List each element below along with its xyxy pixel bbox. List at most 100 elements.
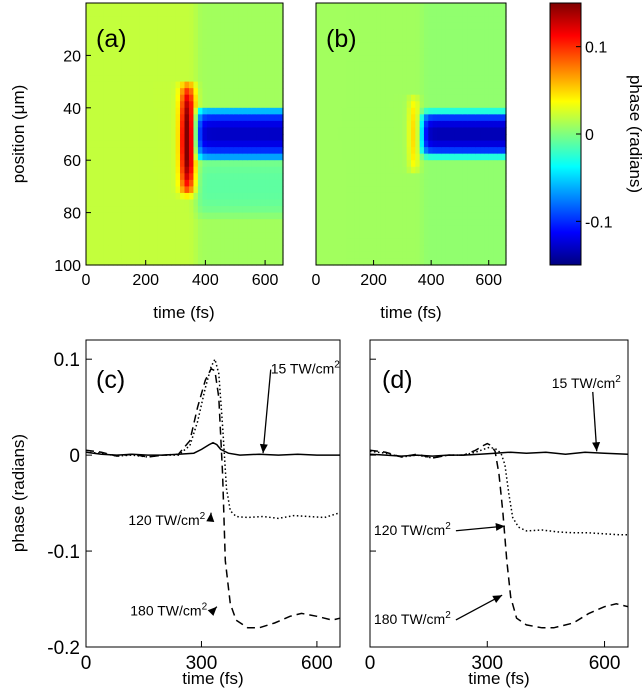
- heatmap-cell: [224, 251, 230, 260]
- heatmap-cell: [139, 55, 145, 63]
- heatmap-cell: [86, 245, 92, 253]
- heatmap-cell: [419, 68, 425, 76]
- heatmap-cell: [220, 35, 226, 43]
- heatmap-cell: [423, 9, 429, 17]
- heatmap-cell: [99, 35, 105, 43]
- heatmap-cell: [480, 160, 486, 168]
- heatmap-cell: [480, 251, 486, 260]
- heatmap-cell: [350, 127, 356, 135]
- heatmap-cell: [188, 35, 195, 43]
- heatmap-cell: [419, 192, 425, 201]
- heatmap-cell: [175, 212, 181, 220]
- heatmap-cell: [402, 245, 408, 253]
- heatmap-cell: [462, 75, 468, 83]
- panel-label: (b): [326, 25, 357, 53]
- heatmap-cell: [126, 81, 132, 89]
- heatmap-cell: [171, 114, 177, 122]
- heatmap-cell: [458, 75, 464, 83]
- heatmap-cell: [354, 225, 360, 233]
- heatmap-cell: [269, 251, 275, 260]
- colorbar-tick-label: -0.1: [585, 214, 613, 231]
- heatmap-cell: [484, 3, 490, 11]
- heatmap-cell: [166, 251, 172, 260]
- heatmap-cell: [256, 238, 262, 246]
- heatmap-cell: [393, 101, 399, 109]
- heatmap-cell: [415, 173, 421, 181]
- heatmap-cell: [224, 55, 230, 63]
- colorbar-ticks: 0.10-0.1: [576, 40, 613, 231]
- heatmap-cell: [238, 107, 244, 115]
- heatmap-cell: [103, 219, 109, 227]
- heatmap-cell: [341, 160, 347, 168]
- heatmap-cell: [320, 9, 326, 17]
- heatmap-cell: [256, 166, 262, 174]
- heatmap-cell: [193, 186, 199, 194]
- heatmap-cell: [493, 225, 498, 233]
- heatmap-cell: [316, 22, 321, 30]
- heatmap-cell: [428, 61, 434, 70]
- heatmap-cell: [108, 140, 114, 148]
- heatmap-cell: [423, 68, 429, 76]
- heatmap-cell: [423, 173, 429, 181]
- heatmap-cell: [175, 153, 181, 161]
- heatmap-cell: [229, 206, 235, 214]
- axis-ticks: 0 200 400 600: [312, 260, 502, 289]
- heatmap-cell: [320, 75, 326, 83]
- heatmap-cell: [467, 225, 473, 233]
- heatmap-cell: [484, 140, 490, 148]
- heatmap-cell: [126, 114, 132, 122]
- heatmap-cell: [139, 166, 145, 174]
- heatmap-cell: [99, 61, 105, 70]
- heatmap-cell: [320, 35, 326, 43]
- heatmap-cell: [441, 107, 447, 115]
- heatmap-cell: [157, 206, 163, 214]
- heatmap-cell: [354, 35, 360, 43]
- heatmap-cell: [112, 35, 118, 43]
- heatmap-cell: [449, 61, 455, 70]
- heatmap-cell: [99, 16, 105, 24]
- heatmap-cell: [148, 245, 154, 253]
- heatmap-cell: [411, 186, 416, 194]
- heatmap-cell: [162, 29, 168, 37]
- heatmap-cell: [445, 75, 451, 83]
- heatmap-cell: [188, 107, 195, 115]
- heatmap-cell: [90, 55, 96, 63]
- heatmap-cell: [215, 101, 221, 109]
- heatmap-cell: [501, 101, 507, 109]
- heatmap-cell: [328, 42, 334, 50]
- heatmap-cell: [224, 212, 230, 220]
- heatmap-cell: [423, 55, 429, 63]
- heatmap-cell: [333, 81, 339, 89]
- heatmap-cell: [139, 94, 145, 102]
- heatmap-cell: [171, 101, 177, 109]
- heatmap-cell: [475, 134, 481, 142]
- heatmap-cell: [467, 81, 473, 89]
- heatmap-cell: [220, 147, 226, 155]
- heatmap-cell: [385, 251, 391, 260]
- heatmap-cell: [493, 107, 498, 115]
- heatmap-cell: [389, 245, 395, 253]
- heatmap-cell: [419, 140, 425, 148]
- heatmap-cell: [475, 81, 481, 89]
- heatmap-cell: [341, 238, 347, 246]
- heatmap-cell: [94, 42, 101, 50]
- heatmap-cell: [432, 107, 438, 115]
- heatmap-cell: [121, 22, 127, 30]
- heatmap-cell: [406, 9, 412, 17]
- heatmap-cell: [206, 22, 212, 30]
- heatmap-cell: [103, 160, 109, 168]
- heatmap-cell: [406, 61, 412, 70]
- heatmap-cell: [251, 206, 257, 214]
- heatmap-cell: [103, 212, 109, 220]
- heatmap-cell: [393, 179, 399, 187]
- heatmap-cell: [501, 147, 507, 155]
- heatmap-cell: [188, 120, 195, 129]
- heatmap-cell: [458, 120, 464, 129]
- heatmap-cell: [432, 61, 438, 70]
- panel-label: (c): [96, 366, 125, 394]
- heatmap-cell: [441, 22, 447, 30]
- heatmap-cell: [247, 88, 253, 96]
- heatmap-cell: [484, 107, 490, 115]
- heatmap-cell: [99, 48, 105, 56]
- heatmap-cell: [493, 101, 498, 109]
